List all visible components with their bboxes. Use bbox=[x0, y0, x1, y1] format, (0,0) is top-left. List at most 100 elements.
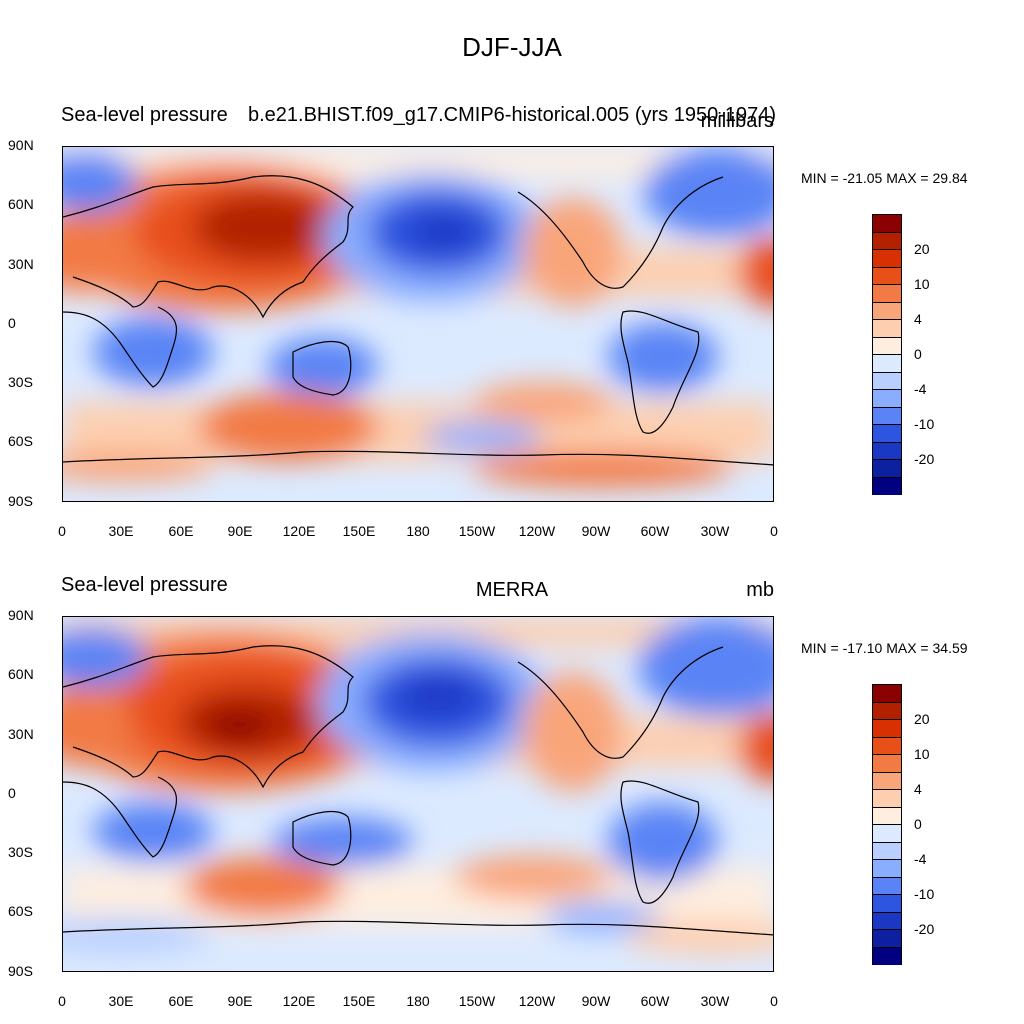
lat-label: 30N bbox=[8, 726, 34, 742]
coastlines bbox=[63, 175, 773, 466]
lon-label: 90W bbox=[581, 523, 611, 539]
lat-label: 30N bbox=[8, 256, 34, 272]
colorbar-swatch bbox=[873, 320, 901, 338]
colorbar-swatch bbox=[873, 877, 901, 895]
lon-label: 60E bbox=[168, 993, 194, 1009]
lon-label: 0 bbox=[770, 993, 778, 1009]
panel-center-title: b.e21.BHIST.f09_g17.CMIP6-historical.005… bbox=[247, 104, 777, 126]
lat-label: 60N bbox=[8, 196, 34, 212]
panel-left-title: Sea-level pressure bbox=[61, 104, 228, 126]
colorbar-label: -20 bbox=[914, 451, 935, 467]
colorbar-label: 10 bbox=[914, 276, 930, 292]
colorbar-swatch bbox=[873, 460, 901, 478]
colorbar-swatch bbox=[873, 947, 901, 965]
lon-label: 180 bbox=[406, 523, 430, 539]
colorbar-swatch bbox=[873, 302, 901, 320]
lon-label: 60E bbox=[168, 523, 194, 539]
colorbar bbox=[872, 214, 902, 495]
panel-model: Sea-level pressure b.e21.BHIST.f09_g17.C… bbox=[8, 104, 968, 539]
panel-center-title: MERRA bbox=[475, 579, 549, 601]
colorbar-swatch bbox=[873, 685, 901, 703]
lon-label: 180 bbox=[406, 993, 430, 1009]
lon-label: 30E bbox=[108, 993, 134, 1009]
panel-units-label: millibars bbox=[700, 110, 774, 132]
lon-label: 60W bbox=[640, 993, 670, 1009]
colorbar-swatch bbox=[873, 355, 901, 373]
lon-label: 150W bbox=[458, 523, 496, 539]
colorbar-swatch bbox=[873, 337, 901, 355]
lat-label: 60S bbox=[8, 433, 33, 449]
colorbar-label: -10 bbox=[914, 416, 935, 432]
lat-label: 0 bbox=[8, 315, 16, 331]
lon-label: 90E bbox=[227, 523, 253, 539]
lon-label: 90E bbox=[227, 993, 253, 1009]
colorbar bbox=[872, 684, 902, 965]
lon-label: 0 bbox=[770, 523, 778, 539]
colorbar-label: -4 bbox=[914, 381, 927, 397]
colorbar-swatch bbox=[873, 425, 901, 443]
colorbar-swatch bbox=[873, 930, 901, 948]
colorbar-label: 20 bbox=[914, 711, 930, 727]
lon-label: 120E bbox=[282, 993, 316, 1009]
coastlines bbox=[63, 645, 773, 936]
colorbar-swatch bbox=[873, 702, 901, 720]
lat-label: 90N bbox=[8, 137, 34, 153]
colorbar-label: 4 bbox=[914, 781, 922, 797]
colorbar-label: 20 bbox=[914, 241, 930, 257]
colorbar-swatch bbox=[873, 232, 901, 250]
lat-label: 90S bbox=[8, 963, 33, 979]
colorbar-swatch bbox=[873, 755, 901, 773]
colorbar-swatch bbox=[873, 842, 901, 860]
colorbar-swatch bbox=[873, 285, 901, 303]
lat-label: 90N bbox=[8, 607, 34, 623]
lon-label: 150E bbox=[342, 523, 376, 539]
colorbar-swatch bbox=[873, 267, 901, 285]
colorbar-swatch bbox=[873, 372, 901, 390]
lon-label: 90W bbox=[581, 993, 611, 1009]
lon-label: 30W bbox=[700, 523, 730, 539]
lon-label: 30W bbox=[700, 993, 730, 1009]
colorbar-swatch bbox=[873, 390, 901, 408]
colorbar-label: -4 bbox=[914, 851, 927, 867]
lon-label: 120E bbox=[282, 523, 316, 539]
lon-label: 30E bbox=[108, 523, 134, 539]
lat-label: 0 bbox=[8, 785, 16, 801]
colorbar-label: 4 bbox=[914, 311, 922, 327]
lon-label: 60W bbox=[640, 523, 670, 539]
lon-label: 0 bbox=[58, 523, 66, 539]
colorbar-label: -20 bbox=[914, 921, 935, 937]
lon-label: 150E bbox=[342, 993, 376, 1009]
lat-label: 60N bbox=[8, 666, 34, 682]
lon-label: 120W bbox=[518, 993, 556, 1009]
lat-label: 90S bbox=[8, 493, 33, 509]
colorbar-label: 0 bbox=[914, 816, 922, 832]
colorbar-swatch bbox=[873, 895, 901, 913]
lat-label: 30S bbox=[8, 844, 33, 860]
colorbar-swatch bbox=[873, 477, 901, 495]
colorbar-swatch bbox=[873, 825, 901, 843]
contour-map bbox=[62, 146, 774, 502]
colorbar-swatch bbox=[873, 215, 901, 233]
contour-map-svg bbox=[63, 147, 773, 501]
colorbar-swatch bbox=[873, 737, 901, 755]
colorbar-swatch bbox=[873, 912, 901, 930]
lat-label: 60S bbox=[8, 903, 33, 919]
panel-units-label: mb bbox=[746, 579, 774, 601]
panel-left-title: Sea-level pressure bbox=[61, 574, 228, 596]
colorbar-swatch bbox=[873, 720, 901, 738]
colorbar-swatch bbox=[873, 250, 901, 268]
colorbar-swatch bbox=[873, 860, 901, 878]
lon-label: 120W bbox=[518, 523, 556, 539]
lat-label: 30S bbox=[8, 374, 33, 390]
colorbar-swatch bbox=[873, 790, 901, 808]
colorbar-label: -10 bbox=[914, 886, 935, 902]
colorbar-swatch bbox=[873, 442, 901, 460]
colorbar-label: 10 bbox=[914, 746, 930, 762]
colorbar-swatch bbox=[873, 407, 901, 425]
min-max-label: MIN = -21.05 MAX = 29.84 bbox=[801, 170, 968, 186]
contour-map-svg bbox=[63, 617, 773, 971]
figure-title: DJF-JJA bbox=[462, 32, 562, 62]
lon-label: 0 bbox=[58, 993, 66, 1009]
lon-label: 150W bbox=[458, 993, 496, 1009]
